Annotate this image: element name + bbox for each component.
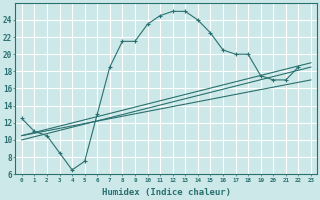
X-axis label: Humidex (Indice chaleur): Humidex (Indice chaleur): [102, 188, 231, 197]
